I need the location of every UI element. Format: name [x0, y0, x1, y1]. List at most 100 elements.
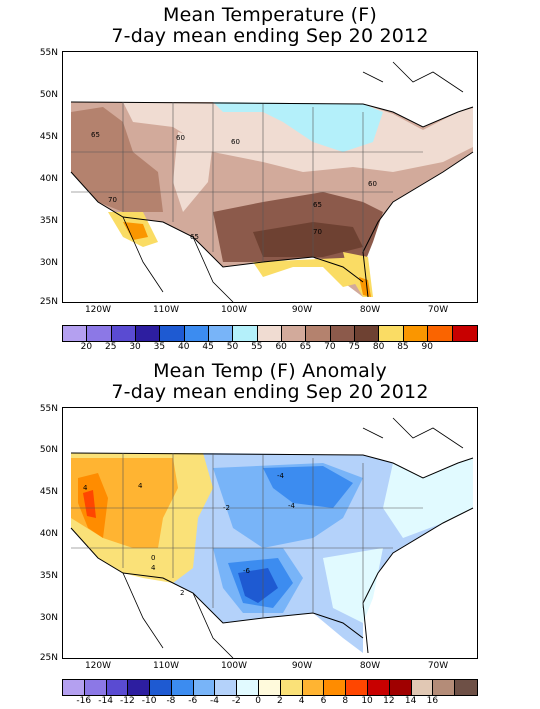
contour-label: 2 [180, 589, 184, 597]
colorbar-label: 85 [397, 342, 409, 352]
colorbar-swatch [302, 680, 325, 695]
colorbar-swatch [160, 326, 185, 341]
contour-label: -6 [243, 567, 251, 575]
contour-label: 70 [313, 228, 322, 236]
colorbar-swatch [87, 326, 112, 341]
colorbar-label: 90 [421, 342, 433, 352]
contour-label: 60 [231, 138, 240, 146]
lat-label: 35N [39, 216, 58, 226]
contour-label: 65 [313, 201, 322, 209]
colorbar-swatch [111, 326, 137, 341]
contour-label: 0 [151, 554, 155, 562]
colorbar-swatch [455, 680, 477, 695]
lon-label: 70W [427, 305, 449, 315]
lat-label: 50N [39, 445, 58, 455]
lon-label: 100W [220, 305, 248, 315]
lon-label: 110W [152, 305, 180, 315]
lat-label: 25N [39, 653, 58, 663]
colorbar-label: 16 [426, 696, 439, 706]
colorbar-swatch [84, 680, 107, 695]
contour-label: -4 [288, 502, 296, 510]
colorbar-label: 10 [361, 696, 373, 706]
colorbar-swatch [280, 680, 303, 695]
colorbar-label: 35 [153, 342, 166, 352]
colorbar-label: 65 [299, 342, 312, 352]
lon-label: 120W [84, 661, 112, 671]
lat-label: 30N [39, 258, 58, 268]
contour-label: 60 [368, 180, 377, 188]
colorbar-label: 0 [255, 696, 261, 706]
colorbar-label: 4 [298, 696, 305, 706]
colorbar-temperature [62, 325, 478, 342]
colorbar-label: 25 [104, 342, 117, 352]
colorbar-swatch [452, 326, 477, 341]
lat-label: 55N [39, 48, 58, 58]
colorbar-label: 8 [342, 696, 349, 706]
colorbar-label: 75 [348, 342, 360, 352]
contour-label: -4 [277, 472, 285, 480]
colorbar-anomaly [62, 679, 478, 696]
colorbar-swatch [63, 326, 88, 341]
colorbar-label: 70 [324, 342, 336, 352]
lat-label: 35N [39, 571, 58, 581]
colorbar-swatch [403, 326, 429, 341]
colorbar-label: 60 [275, 342, 287, 352]
panel2-title: Mean Temp (F) Anomaly [153, 360, 387, 382]
colorbar-label: 50 [226, 342, 239, 352]
contour-label: 70 [108, 196, 117, 204]
colorbar-swatch [330, 326, 356, 341]
colorbar-swatch [355, 326, 380, 341]
colorbar-swatch [259, 680, 281, 695]
panel2-map: 4 4 -2 -4 -4 0 4 2 -6 [62, 407, 478, 659]
colorbar-swatch [215, 680, 238, 695]
colorbar-label: -16 [76, 696, 92, 706]
lat-label: 40N [39, 529, 58, 539]
colorbar-swatch [379, 326, 404, 341]
colorbar-swatch [209, 326, 234, 341]
contour-label: 65 [91, 131, 100, 139]
colorbar-label: 80 [372, 342, 385, 352]
contour-label: 65 [190, 233, 199, 241]
lat-label: 40N [39, 174, 58, 184]
colorbar-swatch [367, 680, 390, 695]
colorbar-label: -6 [188, 696, 198, 706]
colorbar-swatch [233, 326, 258, 341]
lat-label: 25N [39, 297, 58, 307]
colorbar-label: 40 [178, 342, 190, 352]
colorbar-label: 2 [277, 696, 283, 706]
colorbar-label: 12 [383, 696, 395, 706]
colorbar-swatch [428, 326, 453, 341]
colorbar-swatch [282, 326, 307, 341]
colorbar-swatch [106, 680, 129, 695]
panel1-subtitle: 7-day mean ending Sep 20 2012 [111, 25, 429, 47]
lon-label: 120W [84, 305, 112, 315]
lon-label: 90W [291, 305, 313, 315]
lon-label: 80W [359, 305, 381, 315]
colorbar-label: -4 [210, 696, 219, 706]
colorbar-swatch [150, 680, 172, 695]
panel1-map: 65 60 60 70 65 60 70 65 [62, 51, 478, 303]
colorbar-label: 30 [129, 342, 141, 352]
panel1-title: Mean Temperature (F) [163, 4, 377, 26]
colorbar-swatch [237, 680, 260, 695]
colorbar-swatch [257, 326, 283, 341]
panel2-subtitle: 7-day mean ending Sep 20 2012 [111, 381, 429, 403]
colorbar-swatch [324, 680, 347, 695]
lat-label: 55N [39, 404, 58, 414]
contour-label: 4 [138, 482, 143, 490]
lon-label: 80W [359, 661, 381, 671]
colorbar-swatch [184, 326, 210, 341]
colorbar-swatch [433, 680, 456, 695]
colorbar-swatch [193, 680, 216, 695]
colorbar-swatch [411, 680, 434, 695]
contour-label: -2 [223, 504, 230, 512]
colorbar-label: -8 [166, 696, 176, 706]
colorbar-label: 45 [202, 342, 214, 352]
colorbar-swatch [346, 680, 368, 695]
colorbar-swatch [171, 680, 194, 695]
colorbar-swatch [306, 326, 331, 341]
colorbar-label: -14 [98, 696, 113, 706]
lon-label: 100W [220, 661, 248, 671]
lat-label: 50N [39, 90, 58, 100]
lon-label: 90W [291, 661, 313, 671]
